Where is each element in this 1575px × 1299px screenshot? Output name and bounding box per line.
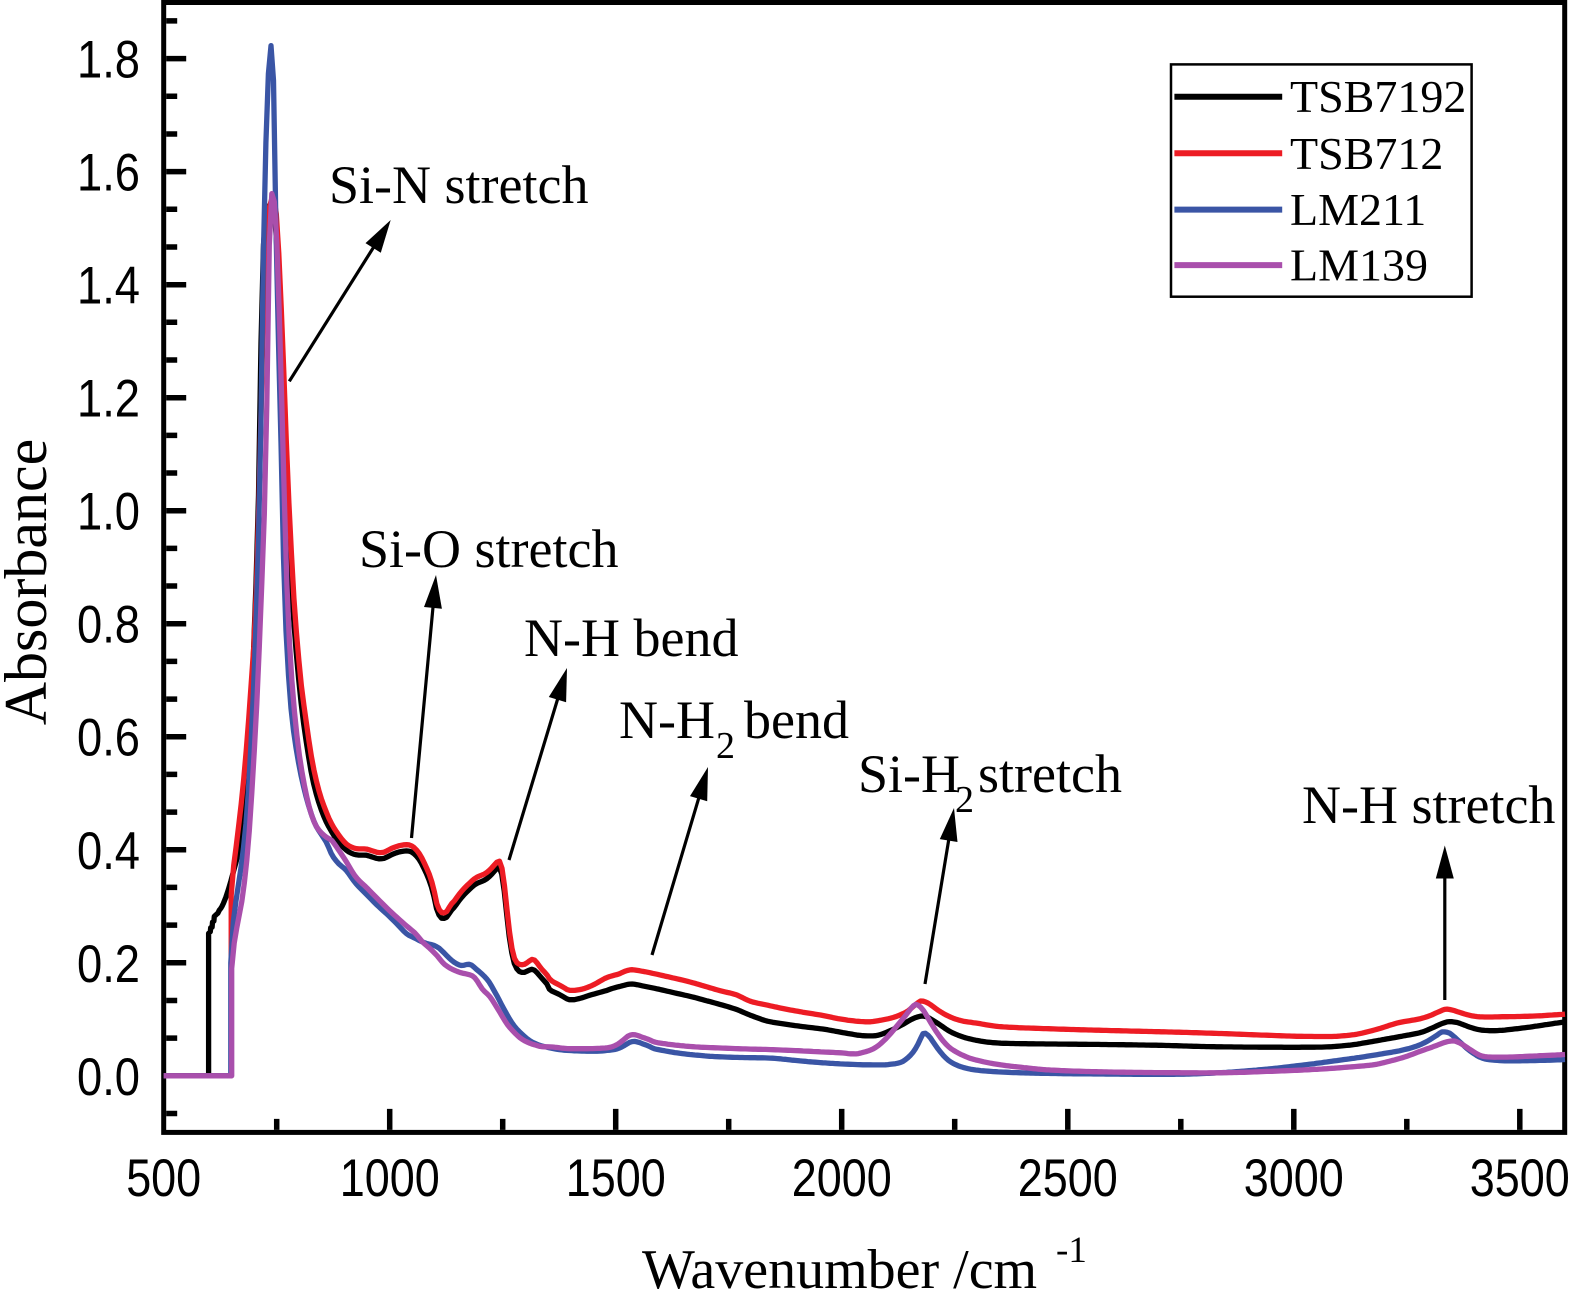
svg-text:Si-O stretch: Si-O stretch [359,519,618,579]
svg-text:1.2: 1.2 [77,370,140,429]
svg-text:Si-H: Si-H [858,744,960,804]
svg-text:1.0: 1.0 [77,483,140,542]
svg-text:bend: bend [744,690,849,750]
svg-text:2000: 2000 [792,1149,892,1208]
svg-text:stretch: stretch [978,744,1122,804]
svg-text:Si-N stretch: Si-N stretch [329,155,588,215]
svg-text:N-H stretch: N-H stretch [1302,775,1555,835]
svg-text:1.4: 1.4 [77,257,140,316]
svg-text:LM139: LM139 [1290,240,1428,291]
svg-text:2: 2 [716,725,735,767]
svg-text:TSB712: TSB712 [1290,128,1443,179]
svg-text:TSB7192: TSB7192 [1290,71,1466,122]
svg-text:3000: 3000 [1244,1149,1344,1208]
svg-text:1500: 1500 [566,1149,666,1208]
svg-text:1.8: 1.8 [77,31,140,90]
svg-text:500: 500 [126,1149,201,1208]
svg-text:Wavenumber /cm: Wavenumber /cm [642,1239,1037,1294]
svg-text:1.6: 1.6 [77,144,140,203]
svg-text:3500: 3500 [1470,1149,1570,1208]
svg-text:Absorbance: Absorbance [0,439,59,726]
svg-text:0.0: 0.0 [77,1048,140,1107]
svg-text:2: 2 [955,779,974,821]
svg-text:0.4: 0.4 [77,822,140,881]
svg-text:N-H bend: N-H bend [524,608,738,668]
svg-text:0.8: 0.8 [77,596,140,655]
svg-text:0.6: 0.6 [77,709,140,768]
svg-text:0.2: 0.2 [77,935,140,994]
svg-text:LM211: LM211 [1290,184,1426,235]
svg-text:2500: 2500 [1018,1149,1118,1208]
svg-text:-1: -1 [1056,1230,1087,1271]
svg-text:N-H: N-H [619,690,715,750]
svg-text:1000: 1000 [340,1149,440,1208]
